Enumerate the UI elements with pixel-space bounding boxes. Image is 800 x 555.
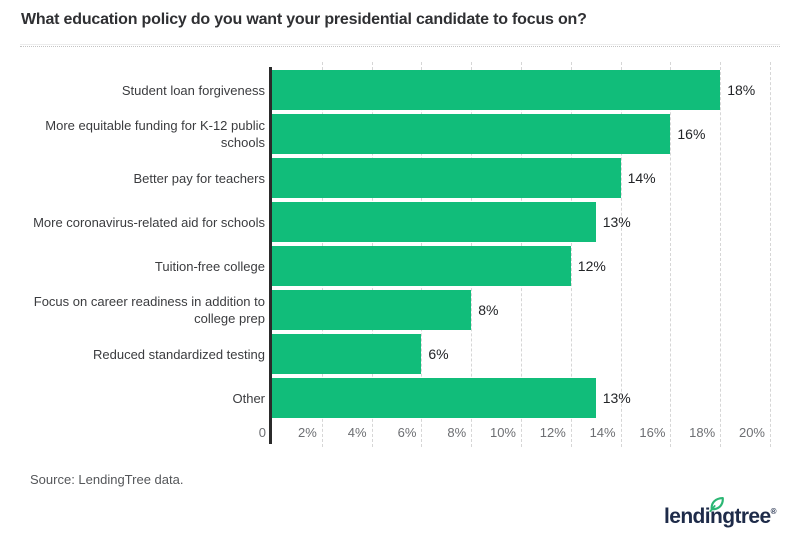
category-label: More equitable funding for K-12 public s… bbox=[45, 118, 265, 150]
x-axis-tick-label: 14% bbox=[589, 425, 616, 440]
bar bbox=[272, 378, 596, 418]
category-label: Student loan forgiveness bbox=[121, 82, 265, 98]
x-axis-tick-label: 20% bbox=[738, 425, 765, 440]
x-axis-tick-label: 6% bbox=[397, 425, 417, 440]
bar bbox=[272, 290, 472, 330]
leaf-icon bbox=[708, 495, 726, 518]
category-label: Focus on career readiness in addition to… bbox=[33, 294, 265, 326]
x-axis-tick-label: 8% bbox=[447, 425, 467, 440]
bar-value-label: 12% bbox=[577, 258, 606, 274]
y-axis-line bbox=[269, 67, 272, 444]
bar-value-label: 13% bbox=[602, 390, 631, 406]
gridline bbox=[720, 62, 722, 447]
category-label: Better pay for teachers bbox=[133, 170, 265, 186]
x-axis-tick-label: 12% bbox=[539, 425, 566, 440]
bar-value-label: 6% bbox=[428, 346, 449, 362]
bar bbox=[272, 114, 671, 154]
gridline bbox=[670, 62, 672, 447]
x-axis-tick-label: 18% bbox=[689, 425, 716, 440]
gridline bbox=[570, 62, 572, 447]
bar-value-label: 16% bbox=[677, 126, 706, 142]
x-axis-tick-label: 16% bbox=[639, 425, 666, 440]
logo-wordmark: lendingtree® bbox=[664, 505, 777, 528]
lendingtree-logo: lendingtree® bbox=[664, 495, 794, 537]
x-axis-tick-label: 2% bbox=[298, 425, 317, 440]
bar-value-label: 13% bbox=[602, 214, 631, 230]
category-label: Reduced standardized testing bbox=[92, 346, 265, 362]
bar-value-label: 18% bbox=[727, 82, 756, 98]
category-label: More coronavirus-related aid for schools bbox=[33, 214, 265, 230]
bar bbox=[272, 70, 721, 110]
bar bbox=[272, 246, 571, 286]
source-note: Source: LendingTree data. bbox=[30, 472, 184, 487]
gridline bbox=[620, 62, 622, 447]
bar-value-label: 14% bbox=[627, 170, 656, 186]
bar bbox=[272, 158, 621, 198]
x-axis-tick-label: 0 bbox=[258, 425, 266, 440]
title-divider bbox=[20, 44, 780, 47]
registered-mark: ® bbox=[770, 507, 777, 516]
gridline bbox=[770, 62, 771, 447]
category-label: Tuition-free college bbox=[154, 258, 265, 274]
category-label: Other bbox=[232, 390, 265, 406]
bar-chart: Student loan forgiveness 18% More equitabl… bbox=[0, 62, 800, 447]
bar bbox=[272, 202, 596, 242]
chart-title: What education policy do you want your p… bbox=[21, 11, 587, 28]
bar bbox=[272, 334, 422, 374]
x-axis-tick-label: 4% bbox=[347, 425, 367, 440]
bar-value-label: 8% bbox=[478, 302, 499, 318]
x-axis-tick-label: 10% bbox=[489, 425, 516, 440]
